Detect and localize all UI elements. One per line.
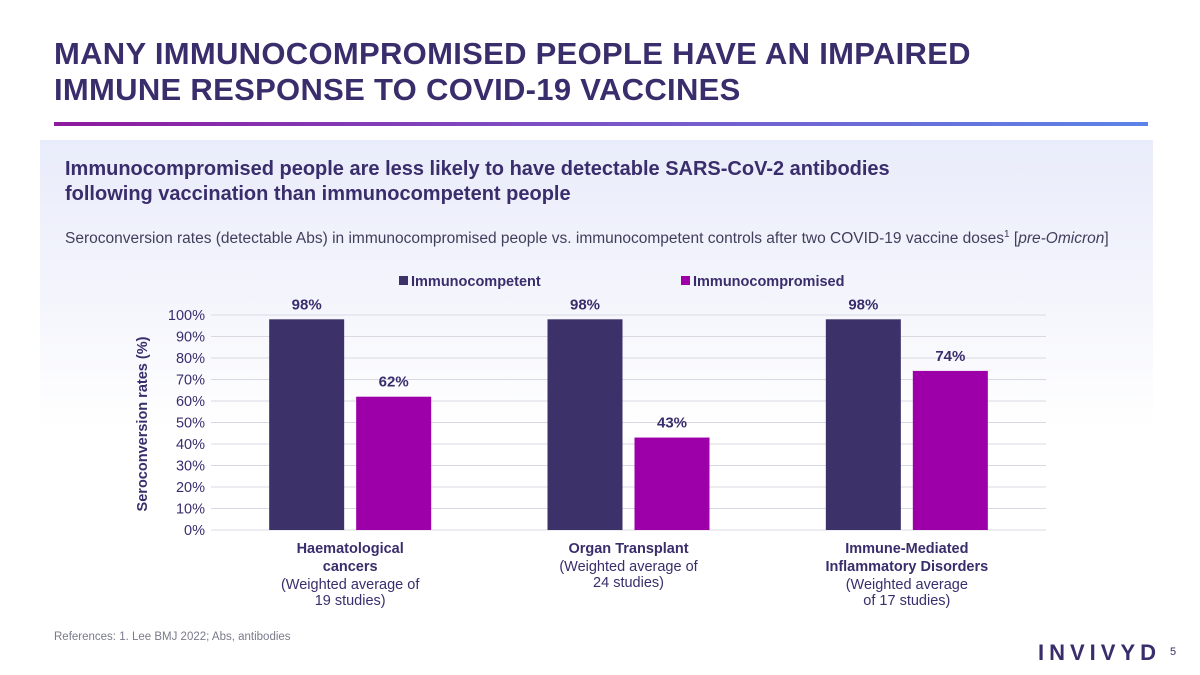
bar-immunocompetent bbox=[547, 319, 623, 530]
references: References: 1. Lee BMJ 2022; Abs, antibo… bbox=[54, 631, 291, 643]
data-label: 74% bbox=[935, 348, 965, 365]
panel-subtitle: Immunocompromised people are less likely… bbox=[65, 157, 1065, 207]
caption-italic-note: pre-Omicron bbox=[1018, 230, 1105, 248]
page-number: 5 bbox=[1170, 646, 1177, 658]
y-tick-label: 100% bbox=[168, 308, 205, 324]
y-tick-label: 80% bbox=[176, 351, 205, 367]
y-tick-label: 40% bbox=[176, 437, 205, 453]
caption-footnote-marker: 1 bbox=[1004, 229, 1010, 240]
legend-label: Immunocompetent bbox=[411, 274, 541, 290]
data-label: 62% bbox=[379, 374, 409, 391]
bar-immunocompromised bbox=[634, 437, 710, 530]
y-tick-label: 0% bbox=[184, 523, 205, 539]
caption-text: Seroconversion rates (detectable Abs) in… bbox=[65, 230, 1005, 248]
x-category-label: Immune-Mediated bbox=[845, 541, 968, 557]
title-line-1: MANY IMMUNOCOMPROMISED PEOPLE HAVE AN IM… bbox=[54, 36, 971, 71]
y-tick-label: 90% bbox=[176, 330, 205, 346]
x-category-note: 19 studies) bbox=[315, 593, 386, 609]
y-tick-label: 30% bbox=[176, 459, 205, 475]
bar-immunocompromised bbox=[356, 396, 432, 530]
x-category-label: Organ Transplant bbox=[568, 541, 688, 557]
y-axis-label: Seroconversion rates (%) bbox=[135, 336, 151, 512]
x-category-note: (Weighted average bbox=[846, 577, 968, 593]
page-title: MANY IMMUNOCOMPROMISED PEOPLE HAVE AN IM… bbox=[54, 36, 1154, 108]
bar-immunocompetent bbox=[825, 319, 901, 530]
x-category-label: Haematological bbox=[297, 541, 404, 557]
bar-immunocompetent bbox=[269, 319, 345, 530]
legend-swatch bbox=[399, 276, 408, 285]
chart-caption: Seroconversion rates (detectable Abs) in… bbox=[65, 229, 1109, 248]
y-tick-label: 70% bbox=[176, 373, 205, 389]
y-tick-label: 10% bbox=[176, 502, 205, 518]
brand-logo: INVIVYD bbox=[1038, 640, 1162, 665]
subtitle-line-1: Immunocompromised people are less likely… bbox=[65, 158, 890, 180]
x-category-note: of 17 studies) bbox=[863, 593, 950, 609]
x-category-label: cancers bbox=[323, 559, 378, 575]
data-label: 98% bbox=[570, 296, 600, 313]
legend-swatch bbox=[681, 276, 690, 285]
data-label: 98% bbox=[848, 296, 878, 313]
y-tick-label: 20% bbox=[176, 480, 205, 496]
y-tick-label: 60% bbox=[176, 394, 205, 410]
subtitle-line-2: following vaccination than immunocompete… bbox=[65, 183, 571, 205]
data-label: 43% bbox=[657, 415, 687, 432]
x-category-note: (Weighted average of bbox=[281, 577, 420, 593]
x-category-note: 24 studies) bbox=[593, 575, 664, 591]
x-category-label: Inflammatory Disorders bbox=[825, 559, 988, 575]
title-line-2: IMMUNE RESPONSE TO COVID-19 VACCINES bbox=[54, 72, 741, 107]
title-divider bbox=[54, 122, 1148, 126]
x-category-note: (Weighted average of bbox=[559, 559, 698, 575]
bar-immunocompromised bbox=[912, 370, 988, 530]
legend-label: Immunocompromised bbox=[693, 274, 844, 290]
data-label: 98% bbox=[292, 296, 322, 313]
y-tick-label: 50% bbox=[176, 416, 205, 432]
